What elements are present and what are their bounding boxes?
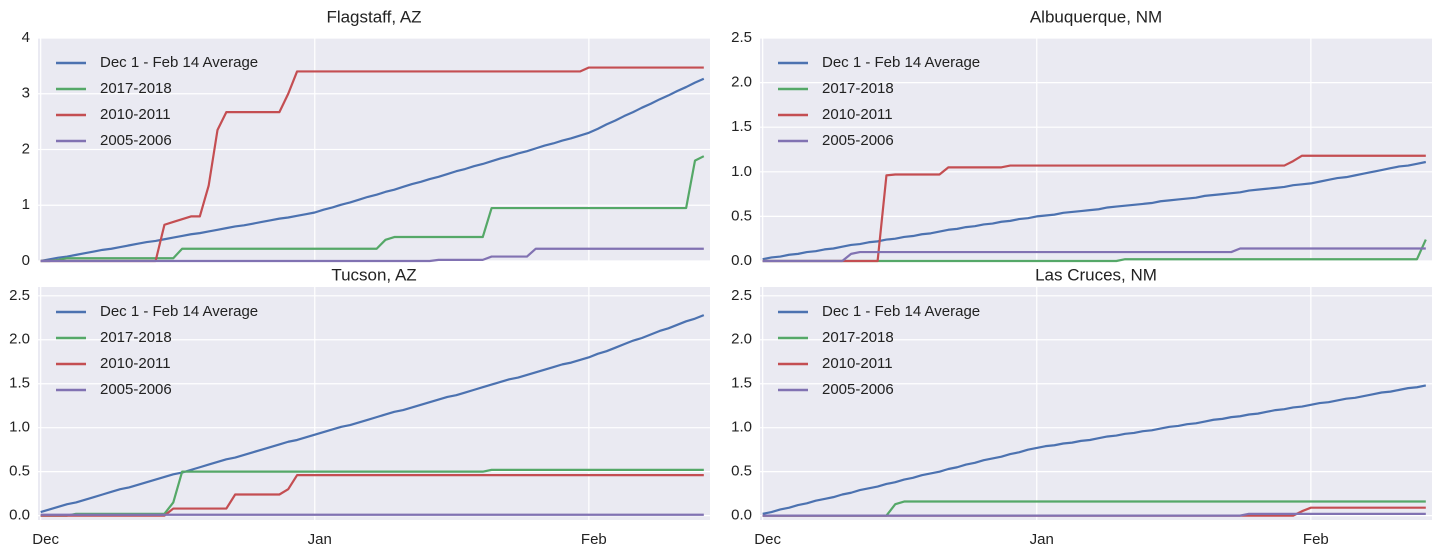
y-tick-label: 2.0 xyxy=(731,74,752,91)
y-tick-label: 1.0 xyxy=(9,419,30,436)
y-tick-label: 4 xyxy=(22,29,30,46)
y-tick-label: 1.0 xyxy=(731,163,752,180)
legend-label: Dec 1 - Feb 14 Average xyxy=(100,303,258,320)
legend-label: 2010-2011 xyxy=(100,355,171,372)
x-tick-label: Dec xyxy=(754,531,781,548)
legend-label: 2005-2006 xyxy=(822,381,894,398)
y-tick-label: 1.5 xyxy=(9,375,30,392)
series-line xyxy=(762,247,1426,263)
series-line xyxy=(762,384,1427,515)
legend-label: 2005-2006 xyxy=(100,132,172,149)
series-line xyxy=(762,160,1427,261)
legend-label: 2017-2018 xyxy=(822,80,894,97)
legend-label: Dec 1 - Feb 14 Average xyxy=(822,54,980,71)
y-tick-label: 0.0 xyxy=(9,507,30,524)
series-line xyxy=(40,247,704,263)
y-tick-label: 1.5 xyxy=(731,375,752,392)
chart-title: Tucson, AZ xyxy=(331,265,416,284)
legend-label: Dec 1 - Feb 14 Average xyxy=(822,303,980,320)
y-tick-label: 0.5 xyxy=(9,463,30,480)
x-tick-label: Feb xyxy=(1303,531,1329,548)
legend-label: 2005-2006 xyxy=(822,132,894,149)
legend-label: 2010-2011 xyxy=(822,106,893,123)
series-line xyxy=(40,77,705,263)
y-tick-label: 3 xyxy=(22,85,30,102)
y-tick-label: 0.5 xyxy=(731,463,752,480)
y-tick-label: 2 xyxy=(22,140,30,157)
series-line xyxy=(40,155,705,263)
legend-label: 2010-2011 xyxy=(100,106,171,123)
legend-label: 2010-2011 xyxy=(822,355,893,372)
legend-label: 2017-2018 xyxy=(822,329,894,346)
y-tick-label: 2.5 xyxy=(731,29,752,46)
series-line xyxy=(762,512,1426,517)
legend-label: Dec 1 - Feb 14 Average xyxy=(100,54,258,71)
series-line xyxy=(40,314,705,514)
y-tick-label: 0.0 xyxy=(731,507,752,524)
chart-title: Albuquerque, NM xyxy=(1030,7,1162,26)
x-tick-label: Dec xyxy=(32,531,59,548)
x-tick-label: Jan xyxy=(1030,531,1054,548)
y-tick-label: 0.0 xyxy=(731,252,752,269)
legend-label: 2017-2018 xyxy=(100,329,172,346)
y-tick-label: 1.5 xyxy=(731,118,752,135)
y-tick-label: 2.0 xyxy=(731,331,752,348)
y-tick-label: 2.5 xyxy=(731,287,752,304)
y-tick-label: 0 xyxy=(22,252,30,269)
x-tick-label: Jan xyxy=(308,531,332,548)
y-tick-label: 1 xyxy=(22,196,30,213)
y-tick-label: 0.5 xyxy=(731,207,752,224)
x-tick-label: Feb xyxy=(581,531,607,548)
legend-label: 2005-2006 xyxy=(100,381,172,398)
chart-title: Las Cruces, NM xyxy=(1035,265,1157,284)
y-tick-label: 2.0 xyxy=(9,331,30,348)
y-tick-label: 2.5 xyxy=(9,287,30,304)
series-line xyxy=(762,154,1426,263)
plot-area xyxy=(760,287,1432,520)
plot-area xyxy=(760,38,1432,261)
legend-label: 2017-2018 xyxy=(100,80,172,97)
chart-title: Flagstaff, AZ xyxy=(326,7,421,26)
y-tick-label: 1.0 xyxy=(731,419,752,436)
